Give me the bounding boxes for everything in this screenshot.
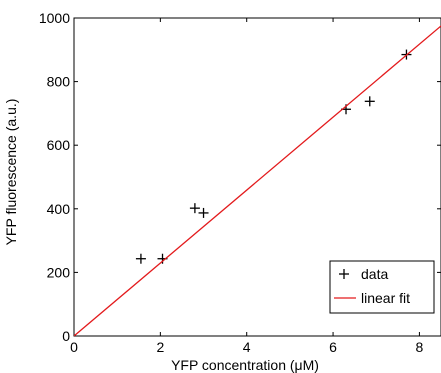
y-axis-label: YFP fluorescence (a.u.) (3, 99, 19, 246)
y-tick-label: 800 (47, 74, 71, 90)
x-tick-label: 6 (329, 339, 337, 355)
y-tick-label: 600 (47, 137, 71, 153)
y-tick-label: 200 (47, 264, 71, 280)
x-tick-label: 2 (156, 339, 164, 355)
plot-area: 0 2 4 6 8 0 200 400 600 800 1000 (39, 10, 441, 355)
series-line-linear-fit (74, 25, 441, 336)
x-tick-label: 8 (416, 339, 424, 355)
data-point (364, 96, 375, 107)
y-tick-label: 400 (47, 201, 71, 217)
legend-data-marker (339, 269, 349, 279)
x-axis-label: YFP concentration (μM) (171, 357, 319, 373)
y-tick-label: 1000 (39, 10, 70, 26)
data-point (198, 207, 209, 218)
legend-label-data: data (361, 266, 388, 282)
legend-label-linear-fit: linear fit (361, 290, 410, 306)
legend-box (329, 260, 435, 314)
x-tick-label: 4 (243, 339, 251, 355)
legend: data linear fit (329, 260, 435, 314)
plot-frame (73, 17, 441, 337)
x-tick-label: 0 (70, 339, 78, 355)
data-point (189, 203, 200, 214)
y-tick-label: 0 (62, 328, 70, 344)
data-point (135, 253, 146, 264)
